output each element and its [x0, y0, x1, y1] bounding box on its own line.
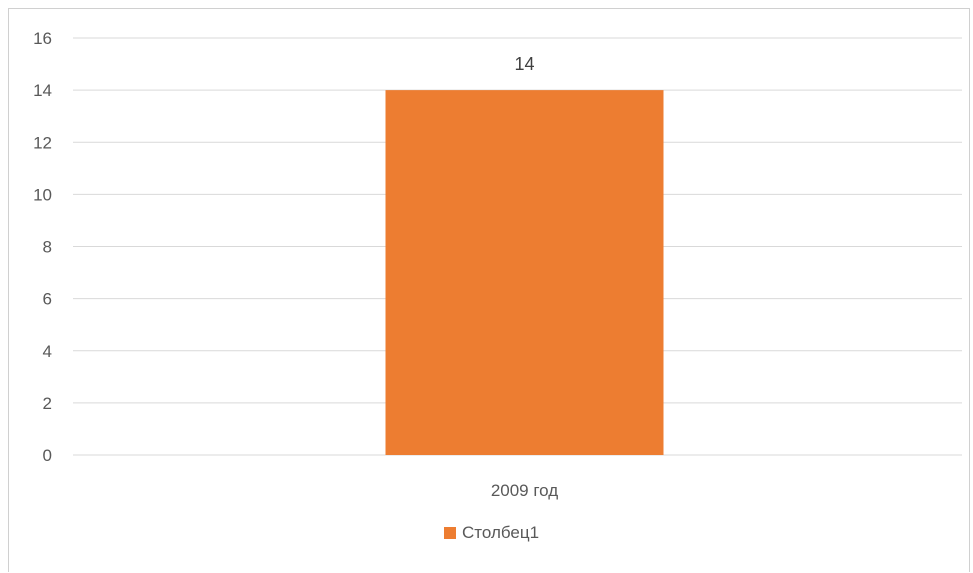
y-tick-label: 6	[43, 290, 52, 309]
y-tick-label: 16	[33, 29, 52, 48]
x-category-label: 2009 год	[491, 481, 558, 500]
bar-data-label: 14	[514, 54, 534, 74]
legend-swatch	[444, 527, 456, 539]
y-tick-label: 10	[33, 185, 52, 204]
data-labels: 14	[514, 54, 534, 74]
y-axis-tick-labels: 0 2 4 6 8 10 12 14 16	[33, 29, 52, 465]
x-axis-category-labels: 2009 год	[491, 481, 558, 500]
bars	[385, 90, 664, 455]
legend-label: Столбец1	[462, 523, 539, 542]
y-tick-label: 8	[43, 238, 52, 257]
bar	[385, 90, 664, 455]
y-tick-label: 2	[43, 394, 52, 413]
y-tick-label: 14	[33, 81, 52, 100]
legend: Столбец1	[444, 523, 539, 542]
y-tick-label: 4	[43, 342, 52, 361]
y-tick-label: 0	[43, 446, 52, 465]
y-tick-label: 12	[33, 133, 52, 152]
